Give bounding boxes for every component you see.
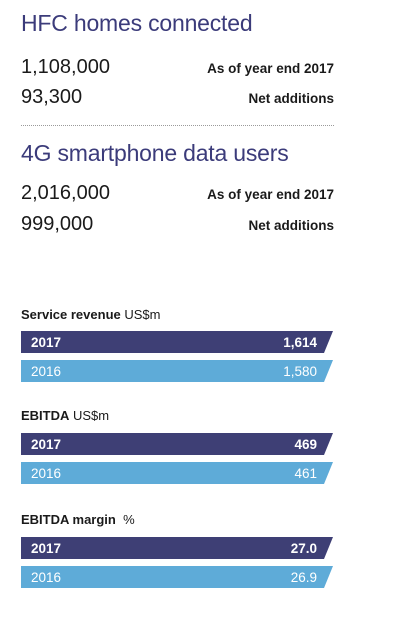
hfc-row-year-end: 1,108,000 As of year end 2017 [21, 56, 334, 79]
bar-year-label: 2017 [31, 436, 62, 452]
ebitda-margin-bar-2017: 2017 27.0 [21, 537, 333, 559]
hfc-net-additions-label: Net additions [248, 91, 334, 106]
hfc-title: HFC homes connected [21, 10, 253, 36]
service-revenue-bar-2017: 2017 1,614 [21, 331, 333, 353]
ebitda-title: EBITDA US$m [21, 408, 109, 423]
smartphone-row-net-additions: 999,000 Net additions [21, 213, 334, 236]
service-revenue-unit: US$m [120, 307, 161, 322]
hfc-year-end-label: As of year end 2017 [207, 61, 334, 76]
smartphone-year-end-label: As of year end 2017 [207, 187, 334, 202]
service-revenue-bar-2016: 2016 1,580 [21, 360, 333, 382]
section-divider [21, 125, 334, 126]
service-revenue-title: Service revenue US$m [21, 307, 160, 322]
bar-value-label: 1,614 [283, 334, 317, 350]
smartphone-net-additions-value: 999,000 [21, 213, 94, 235]
ebitda-bar-2017: 2017 469 [21, 433, 333, 455]
ebitda-bar-2016: 2016 461 [21, 462, 333, 484]
bar-year-label: 2017 [31, 540, 62, 556]
ebitda-margin-unit: % [115, 512, 135, 527]
bar-value-label: 469 [294, 436, 317, 452]
bar-year-label: 2016 [31, 465, 62, 481]
smartphone-title: 4G smartphone data users [21, 140, 289, 166]
ebitda-margin-bar-2016: 2016 26.9 [21, 566, 333, 588]
ebitda-unit: US$m [69, 408, 110, 423]
bar-year-label: 2017 [31, 334, 62, 350]
bar-value-label: 26.9 [290, 569, 317, 585]
bar-value-label: 27.0 [290, 540, 317, 556]
bar-year-label: 2016 [31, 569, 62, 585]
hfc-net-additions-value: 93,300 [21, 86, 83, 108]
service-revenue-title-bold: Service revenue [21, 307, 121, 322]
smartphone-row-year-end: 2,016,000 As of year end 2017 [21, 182, 334, 205]
ebitda-margin-title: EBITDA margin % [21, 512, 135, 527]
bar-value-label: 1,580 [283, 363, 317, 379]
hfc-row-net-additions: 93,300 Net additions [21, 86, 334, 109]
smartphone-net-additions-label: Net additions [248, 218, 334, 233]
smartphone-year-end-value: 2,016,000 [21, 182, 110, 204]
ebitda-title-bold: EBITDA [21, 408, 70, 423]
ebitda-margin-title-bold: EBITDA margin [21, 512, 116, 527]
bar-year-label: 2016 [31, 363, 62, 379]
hfc-year-end-value: 1,108,000 [21, 56, 110, 78]
bar-value-label: 461 [294, 465, 317, 481]
